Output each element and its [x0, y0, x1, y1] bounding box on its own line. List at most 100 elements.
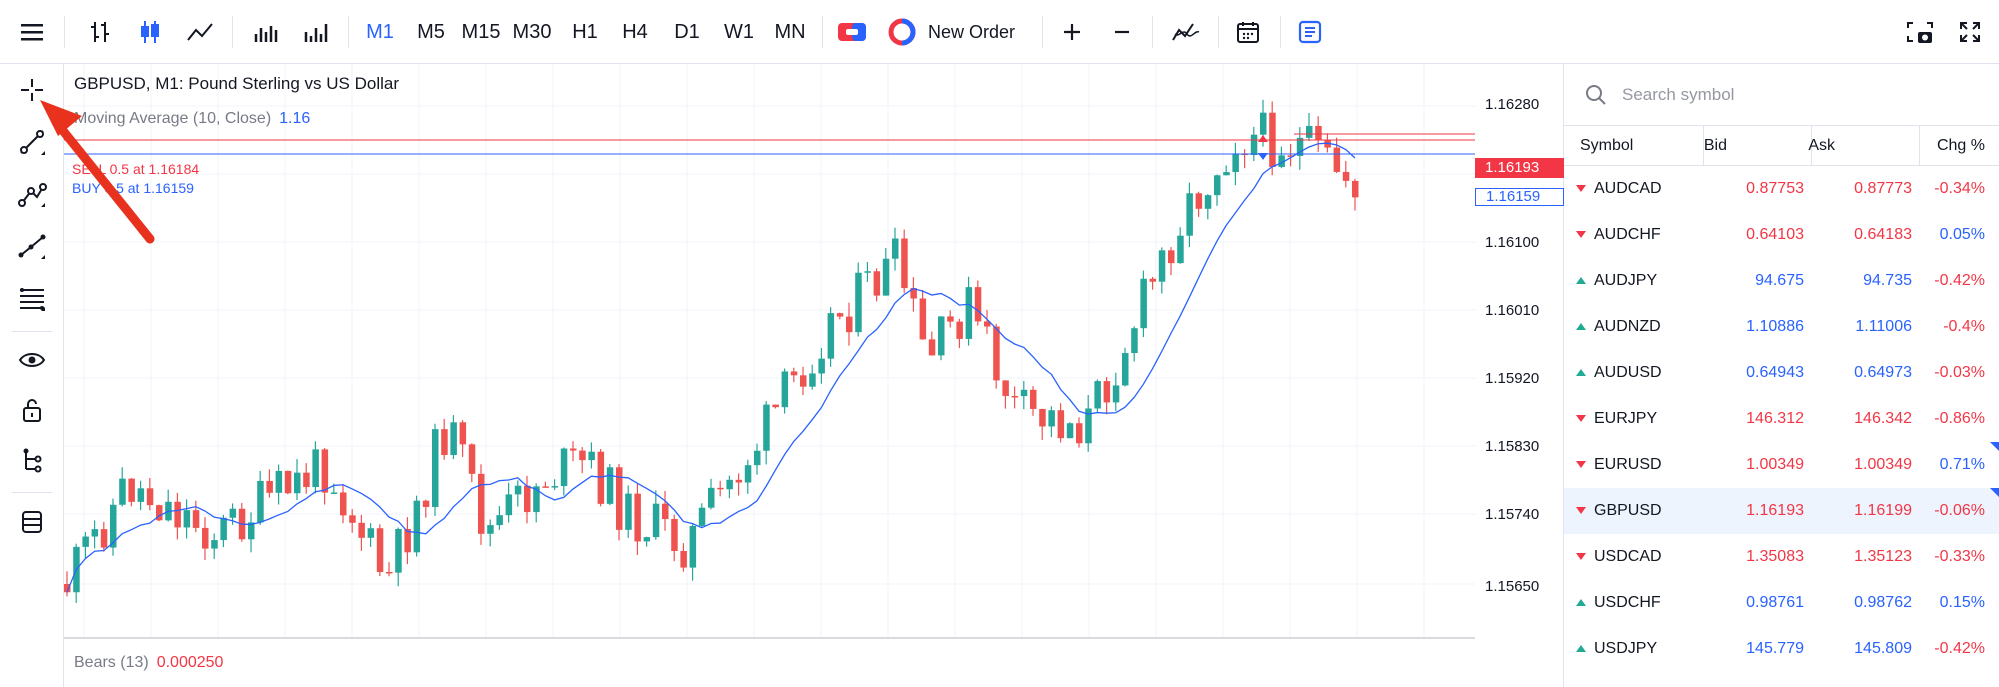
- calendar-icon[interactable]: [1228, 10, 1268, 54]
- trend-line-icon[interactable]: [12, 122, 52, 162]
- bears-indicator-legend[interactable]: Bears (13) 0.000250: [74, 654, 223, 672]
- timeframe-h1[interactable]: H1: [572, 20, 598, 43]
- zoom-in-icon[interactable]: [1052, 10, 1092, 54]
- watchlist-row[interactable]: USDCAD 1.35083 1.35123 -0.33%: [1564, 534, 1999, 580]
- candle-body: [680, 551, 687, 568]
- symbol-name: AUDCAD: [1594, 180, 1662, 197]
- toolbar-divider: [64, 16, 65, 48]
- column-ask[interactable]: Ask: [1808, 137, 1835, 154]
- price-tick: 1.15920: [1485, 370, 1540, 387]
- candle-body: [947, 316, 954, 322]
- symbol-name: USDCHF: [1594, 594, 1661, 611]
- column-divider: [1919, 126, 1920, 166]
- screenshot-icon[interactable]: [1900, 10, 1940, 54]
- watchlist-row[interactable]: AUDJPY 94.675 94.735 -0.42%: [1564, 258, 1999, 304]
- watchlist-row[interactable]: EURUSD 1.00349 1.00349 0.71%: [1564, 442, 1999, 488]
- indicators-icon[interactable]: [246, 10, 286, 54]
- symbol-search[interactable]: [1564, 64, 1999, 126]
- candle-body: [1315, 125, 1322, 140]
- candle-body: [386, 571, 393, 574]
- bid-price-tag: 1.16193: [1475, 158, 1564, 178]
- eye-icon[interactable]: [12, 340, 52, 380]
- candle-body: [137, 488, 145, 502]
- object-tree-icon[interactable]: [12, 440, 52, 480]
- flag-marker: [1990, 442, 1999, 451]
- price-tick: 1.16100: [1485, 234, 1540, 251]
- watchlist-row[interactable]: AUDCAD 0.87753 0.87773 -0.34%: [1564, 166, 1999, 212]
- candle-body: [432, 429, 439, 507]
- timeframe-m1[interactable]: M1: [366, 20, 394, 43]
- moving-average-legend[interactable]: Moving Average (10, Close) 1.16: [74, 110, 310, 128]
- watchlist-panel: Symbol Bid Ask Chg % AUDCAD 0.87753 0.8777…: [1564, 64, 1999, 687]
- timeframe-m30[interactable]: M30: [512, 20, 552, 43]
- bid-price: 0.87753: [1746, 180, 1804, 197]
- timeframe-h4[interactable]: H4: [622, 20, 648, 43]
- buy-order-label[interactable]: BUY 0.5 at 1.16159: [72, 180, 194, 196]
- timeframe-mn[interactable]: MN: [774, 20, 806, 43]
- price-axis[interactable]: 1.16280 1.16193 1.16159 1.16100 1.16010 …: [1475, 64, 1564, 687]
- candle-body: [496, 515, 503, 526]
- timeframe-m15[interactable]: M15: [461, 20, 501, 43]
- toolbar-divider: [348, 16, 349, 48]
- candle-body: [919, 298, 927, 340]
- watchlist-row[interactable]: AUDUSD 0.64943 0.64973 -0.03%: [1564, 350, 1999, 396]
- column-bid[interactable]: Bid: [1703, 137, 1727, 154]
- candle-body: [119, 478, 126, 505]
- candlestick-plot[interactable]: [64, 64, 1475, 687]
- price-chart[interactable]: GBPUSD, M1: Pound Sterling vs US Dollar …: [64, 64, 1475, 687]
- bid-price: 0.64943: [1746, 364, 1804, 381]
- watchlist-row[interactable]: AUDNZD 1.10886 1.11006 -0.4%: [1564, 304, 1999, 350]
- column-chg[interactable]: Chg %: [1936, 137, 1985, 154]
- down-arrow-icon: [1576, 231, 1586, 238]
- change-percent: -0.86%: [1934, 410, 1985, 427]
- watchlist-row[interactable]: AUDCHF 0.64103 0.64183 0.05%: [1564, 212, 1999, 258]
- candle-body: [1260, 112, 1267, 135]
- volume-indicator-icon[interactable]: [296, 10, 336, 54]
- candle-body: [1030, 389, 1037, 409]
- watchlist-row[interactable]: GBPUSD 1.16193 1.16199 -0.06%: [1564, 488, 1999, 534]
- candle-body: [846, 316, 853, 333]
- candle-body: [1122, 353, 1129, 386]
- menu-icon[interactable]: [12, 10, 52, 54]
- candle-body: [266, 480, 273, 493]
- order-book-icon[interactable]: [1290, 10, 1330, 54]
- fullscreen-icon[interactable]: [1950, 10, 1990, 54]
- candle-body: [1002, 380, 1009, 396]
- candle-body: [367, 528, 375, 538]
- candle-body: [1149, 278, 1157, 282]
- ask-price: 1.35123: [1854, 548, 1912, 565]
- toolbar-divider: [822, 16, 823, 48]
- candle-body: [404, 528, 411, 553]
- candle-body: [487, 525, 494, 534]
- new-order-button[interactable]: New Order: [888, 10, 1038, 54]
- sell-marker: [1258, 135, 1268, 142]
- candle-body: [1186, 193, 1193, 236]
- column-symbol[interactable]: Symbol: [1580, 137, 1634, 154]
- path-tool-icon[interactable]: [12, 226, 52, 266]
- down-arrow-icon: [1576, 507, 1586, 514]
- bar-chart-type-icon[interactable]: [80, 10, 120, 54]
- watchlist-row[interactable]: EURJPY 146.312 146.342 -0.86%: [1564, 396, 1999, 442]
- trash-templates-icon[interactable]: [12, 502, 52, 542]
- chart-title: GBPUSD, M1: Pound Sterling vs US Dollar: [74, 74, 400, 93]
- lock-icon[interactable]: [12, 390, 52, 430]
- timeframe-d1[interactable]: D1: [674, 20, 700, 43]
- timeframe-m5[interactable]: M5: [417, 20, 445, 43]
- candle-body: [689, 525, 697, 568]
- fibonacci-icon[interactable]: [12, 278, 52, 318]
- watchlist-row[interactable]: USDJPY 145.779 145.809 -0.42%: [1564, 626, 1999, 672]
- search-input[interactable]: [1622, 84, 1922, 105]
- change-percent: 0.71%: [1939, 456, 1985, 473]
- fork-tool-icon[interactable]: [12, 174, 52, 214]
- candle-body: [708, 487, 715, 508]
- sell-order-label[interactable]: SELL 0.5 at 1.16184: [72, 161, 200, 177]
- candlestick-chart-type-icon[interactable]: [130, 10, 170, 54]
- one-click-trading-icon[interactable]: [834, 10, 870, 54]
- crosshair-icon[interactable]: [12, 70, 52, 110]
- watchlist-row[interactable]: USDCHF 0.98761 0.98762 0.15%: [1564, 580, 1999, 626]
- line-chart-type-icon[interactable]: [180, 10, 220, 54]
- timeframe-w1[interactable]: W1: [724, 20, 754, 43]
- zoom-out-icon[interactable]: [1102, 10, 1142, 54]
- ask-price: 94.735: [1863, 272, 1912, 289]
- indicator-function-icon[interactable]: [1166, 10, 1206, 54]
